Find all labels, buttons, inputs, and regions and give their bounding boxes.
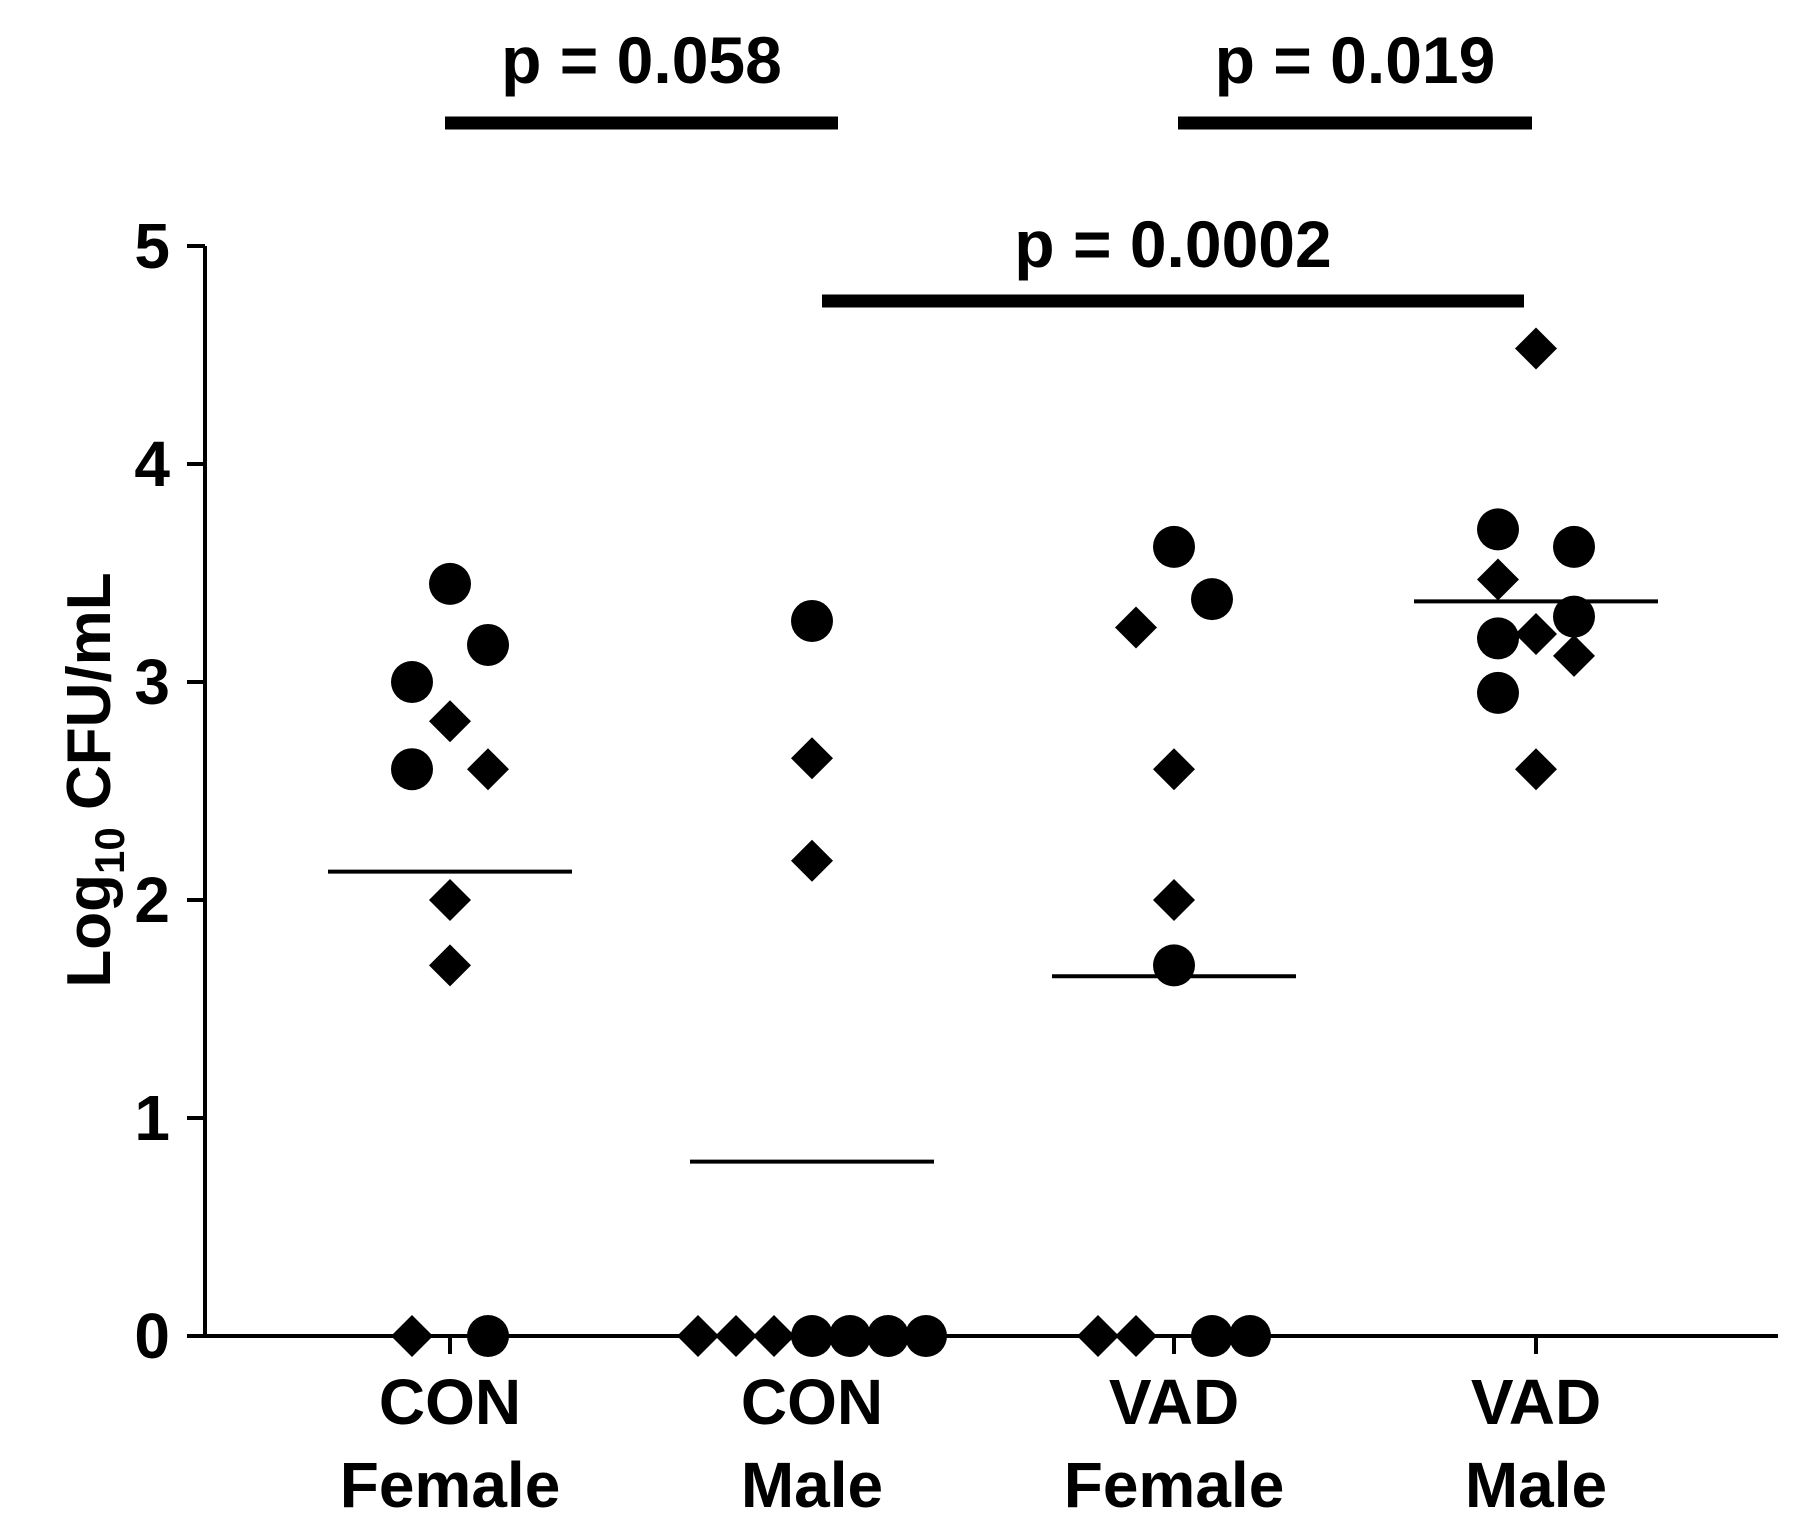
data-point-diamond [391,1315,433,1357]
data-point-circle [1477,617,1519,660]
y-tick-label: 0 [134,1300,170,1372]
data-point-circle [467,1315,509,1357]
x-tick-label-line1: VAD [1109,1366,1239,1438]
data-point-diamond [467,748,509,791]
data-point-circle [1191,1315,1233,1357]
p-value-label: p = 0.019 [1215,23,1496,97]
data-point-diamond [1077,1315,1119,1357]
data-point-circle [1191,578,1233,621]
data-point-diamond [715,1315,757,1357]
data-point-circle [391,661,433,703]
data-point-diamond [1115,606,1157,649]
data-point-circle [791,1315,833,1357]
significance-annotations: p = 0.058 p = 0.019 p = 0.0002 [445,23,1532,308]
data-point-diamond [429,700,471,743]
data-point-circle [905,1315,947,1357]
data-point-circle [391,748,433,791]
data-point-circle [1553,595,1595,638]
data-point-circle [1229,1315,1271,1357]
x-tick-label-line1: CON [741,1366,883,1438]
data-point-diamond [753,1315,795,1357]
y-tick-label: 5 [134,210,170,282]
data-point-circle [867,1315,909,1357]
data-point-diamond [1153,748,1195,791]
data-point-diamond [791,839,833,882]
data-point-diamond [429,944,471,987]
data-points [391,327,1595,1357]
data-point-diamond [1515,748,1557,791]
y-ticks: 0 1 2 3 4 5 [134,210,205,1372]
data-point-circle [829,1315,871,1357]
p-value-label: p = 0.058 [501,23,782,97]
y-tick-label: 3 [134,646,170,718]
x-ticks: CON Female CON Male VAD Female VAD Male [340,1336,1607,1521]
x-tick-label-line1: CON [379,1366,521,1438]
data-point-circle [1477,671,1519,714]
data-point-diamond [1515,613,1557,656]
data-point-diamond [791,737,833,780]
data-point-circle [467,623,509,666]
y-axis-label: Log10 CFU/mL [55,572,133,987]
x-tick-label-line1: VAD [1471,1366,1601,1438]
data-point-diamond [429,879,471,921]
x-tick-label-line2: Male [1465,1449,1607,1521]
data-point-circle [1477,508,1519,551]
y-tick-label: 4 [134,428,170,500]
x-tick-label-line2: Female [340,1449,561,1521]
data-point-diamond [677,1315,719,1357]
x-tick-label-line2: Female [1064,1449,1285,1521]
data-point-diamond [1515,327,1557,370]
y-tick-label: 1 [134,1082,170,1154]
data-point-diamond [1477,558,1519,601]
y-tick-label: 2 [134,864,170,936]
data-point-circle [791,599,833,642]
data-point-diamond [1553,634,1595,677]
p-value-label: p = 0.0002 [1014,207,1331,281]
median-lines [328,599,1658,1164]
data-point-circle [1153,944,1195,987]
data-point-diamond [1115,1315,1157,1357]
data-point-circle [1153,525,1195,568]
data-point-diamond [1153,879,1195,921]
data-point-circle [1553,525,1595,568]
data-point-circle [429,562,471,605]
x-tick-label-line2: Male [741,1449,883,1521]
